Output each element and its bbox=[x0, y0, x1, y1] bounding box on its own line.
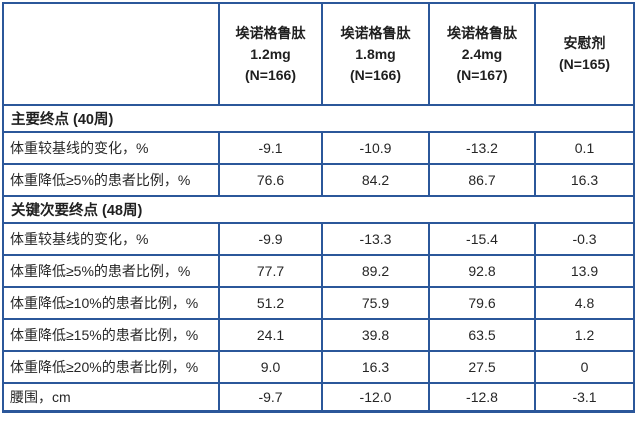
cell-value: -12.0 bbox=[321, 382, 430, 413]
sample-size: (N=167) bbox=[456, 66, 508, 83]
cell-value: 13.9 bbox=[534, 254, 635, 288]
cell-value: 16.3 bbox=[321, 350, 430, 384]
cell-value: 24.1 bbox=[218, 318, 323, 352]
drug-dose: 1.8mg bbox=[355, 45, 396, 62]
table-row: 体重降低≥20%的患者比例，% 9.0 16.3 27.5 0 bbox=[2, 350, 635, 384]
row-label: 体重降低≥20%的患者比例，% bbox=[2, 350, 220, 384]
cell-value: 4.8 bbox=[534, 286, 635, 320]
header-empty-cell bbox=[2, 2, 220, 106]
cell-value: -9.7 bbox=[218, 382, 323, 413]
row-label: 体重降低≥5%的患者比例，% bbox=[2, 163, 220, 197]
cell-value: 0.1 bbox=[534, 131, 635, 165]
cell-value: -15.4 bbox=[428, 222, 536, 256]
cell-value: 39.8 bbox=[321, 318, 430, 352]
cell-value: -3.1 bbox=[534, 382, 635, 413]
row-label: 体重降低≥15%的患者比例，% bbox=[2, 318, 220, 352]
cell-value: -12.8 bbox=[428, 382, 536, 413]
cell-value: 86.7 bbox=[428, 163, 536, 197]
cell-value: -0.3 bbox=[534, 222, 635, 256]
table-row: 体重降低≥5%的患者比例，% 76.6 84.2 86.7 16.3 bbox=[2, 163, 635, 197]
row-label: 体重降低≥5%的患者比例，% bbox=[2, 254, 220, 288]
cell-value: 76.6 bbox=[218, 163, 323, 197]
cell-value: 92.8 bbox=[428, 254, 536, 288]
sample-size: (N=166) bbox=[350, 66, 401, 83]
sample-size: (N=166) bbox=[245, 66, 296, 83]
header-col-placebo: 安慰剂 (N=165) bbox=[534, 2, 635, 106]
header-col-enogelutide-2-4mg: 埃诺格鲁肽 2.4mg (N=167) bbox=[428, 2, 536, 106]
cell-value: 89.2 bbox=[321, 254, 430, 288]
section-primary-endpoint: 主要终点 (40周) bbox=[2, 104, 635, 133]
cell-value: 27.5 bbox=[428, 350, 536, 384]
cell-value: 0 bbox=[534, 350, 635, 384]
table-row: 体重降低≥5%的患者比例，% 77.7 89.2 92.8 13.9 bbox=[2, 254, 635, 288]
drug-name: 埃诺格鲁肽 bbox=[447, 24, 517, 41]
drug-dose: 1.2mg bbox=[250, 45, 291, 62]
header-row: 埃诺格鲁肽 1.2mg (N=166) 埃诺格鲁肽 1.8mg (N=166) … bbox=[2, 2, 635, 106]
header-col-enogelutide-1-2mg: 埃诺格鲁肽 1.2mg (N=166) bbox=[218, 2, 323, 106]
table-row-waist: 腰围，cm -9.7 -12.0 -12.8 -3.1 bbox=[2, 382, 635, 413]
header-col-enogelutide-1-8mg: 埃诺格鲁肽 1.8mg (N=166) bbox=[321, 2, 430, 106]
cell-value: 75.9 bbox=[321, 286, 430, 320]
clinical-results-table: 埃诺格鲁肽 1.2mg (N=166) 埃诺格鲁肽 1.8mg (N=166) … bbox=[2, 2, 635, 413]
row-label: 腰围，cm bbox=[2, 382, 220, 413]
section-title: 关键次要终点 (48周) bbox=[2, 195, 635, 224]
cell-value: 79.6 bbox=[428, 286, 536, 320]
cell-value: 84.2 bbox=[321, 163, 430, 197]
row-label: 体重降低≥10%的患者比例，% bbox=[2, 286, 220, 320]
clinical-results-table-container: 埃诺格鲁肽 1.2mg (N=166) 埃诺格鲁肽 1.8mg (N=166) … bbox=[2, 2, 635, 413]
table-row: 体重较基线的变化，% -9.1 -10.9 -13.2 0.1 bbox=[2, 131, 635, 165]
section-title: 主要终点 (40周) bbox=[2, 104, 635, 133]
drug-dose: 2.4mg bbox=[461, 45, 503, 62]
cell-value: 77.7 bbox=[218, 254, 323, 288]
cell-value: 9.0 bbox=[218, 350, 323, 384]
cell-value: -10.9 bbox=[321, 131, 430, 165]
cell-value: -13.2 bbox=[428, 131, 536, 165]
cell-value: -9.9 bbox=[218, 222, 323, 256]
cell-value: 1.2 bbox=[534, 318, 635, 352]
cell-value: -13.3 bbox=[321, 222, 430, 256]
sample-size: (N=165) bbox=[559, 56, 610, 72]
cell-value: -9.1 bbox=[218, 131, 323, 165]
table-row: 体重降低≥10%的患者比例，% 51.2 75.9 79.6 4.8 bbox=[2, 286, 635, 320]
drug-name: 埃诺格鲁肽 bbox=[340, 24, 411, 41]
table-row: 体重较基线的变化，% -9.9 -13.3 -15.4 -0.3 bbox=[2, 222, 635, 256]
cell-value: 63.5 bbox=[428, 318, 536, 352]
section-key-secondary-endpoint: 关键次要终点 (48周) bbox=[2, 195, 635, 224]
cell-value: 51.2 bbox=[218, 286, 323, 320]
drug-name: 埃诺格鲁肽 bbox=[235, 24, 306, 41]
table-row: 体重降低≥15%的患者比例，% 24.1 39.8 63.5 1.2 bbox=[2, 318, 635, 352]
cell-value: 16.3 bbox=[534, 163, 635, 197]
drug-name: 安慰剂 bbox=[563, 35, 606, 51]
row-label: 体重较基线的变化，% bbox=[2, 222, 220, 256]
row-label: 体重较基线的变化，% bbox=[2, 131, 220, 165]
